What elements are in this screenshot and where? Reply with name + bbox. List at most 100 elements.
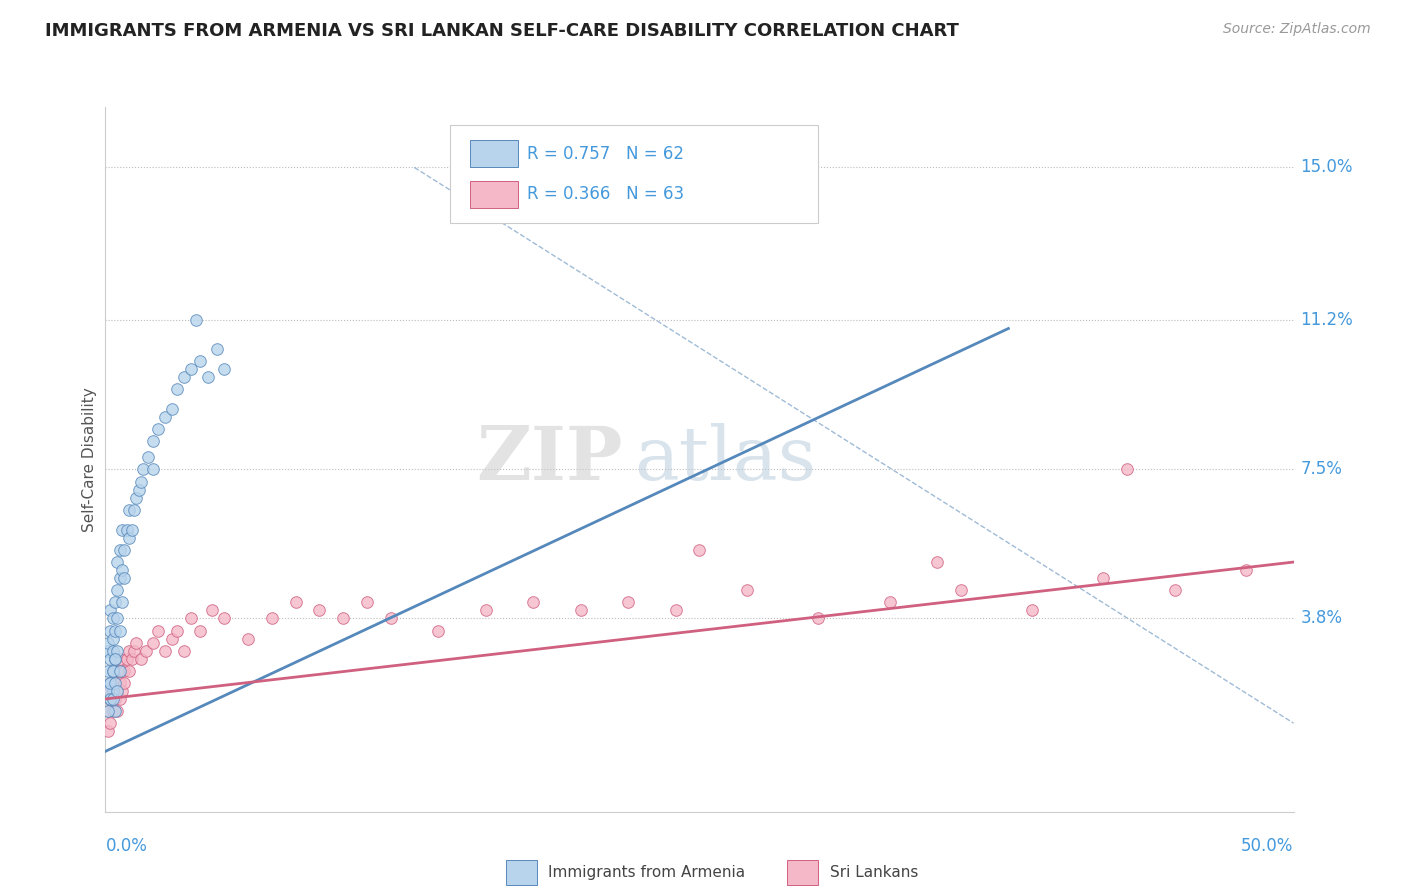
Point [122, 502, 145, 516]
Point [98, 676, 121, 690]
Point [146, 624, 169, 638]
Point [925, 555, 948, 569]
Point [104, 651, 127, 665]
Point [166, 624, 188, 638]
Point [197, 369, 219, 384]
Point [173, 369, 195, 384]
Point [105, 555, 128, 569]
Text: atlas: atlas [634, 423, 817, 496]
FancyBboxPatch shape [470, 181, 517, 208]
Point [214, 611, 236, 625]
Point [105, 643, 128, 657]
Point [111, 523, 134, 537]
Point [184, 313, 207, 327]
Text: 7.5%: 7.5% [1301, 460, 1343, 478]
Point [205, 342, 228, 356]
Point [105, 611, 128, 625]
Point [665, 603, 688, 617]
Point [735, 583, 758, 598]
Point [101, 684, 124, 698]
Point [97, 684, 120, 698]
Point [1021, 603, 1043, 617]
Point [142, 462, 165, 476]
Point [356, 595, 378, 609]
Point [118, 643, 141, 657]
Point [879, 595, 901, 609]
Text: Source: ZipAtlas.com: Source: ZipAtlas.com [1223, 22, 1371, 37]
Point [97, 635, 120, 649]
Point [617, 595, 640, 609]
Point [111, 595, 134, 609]
Point [108, 624, 131, 638]
Point [522, 595, 544, 609]
Point [101, 664, 124, 678]
Point [1092, 571, 1115, 585]
Point [108, 543, 131, 558]
Point [97, 704, 120, 718]
Text: R = 0.757   N = 62: R = 0.757 N = 62 [527, 145, 685, 163]
Point [104, 624, 127, 638]
Point [1234, 563, 1257, 577]
Point [474, 603, 496, 617]
Point [214, 361, 236, 376]
Point [101, 611, 124, 625]
Point [132, 462, 155, 476]
Point [173, 643, 195, 657]
Point [284, 595, 307, 609]
Point [104, 651, 127, 665]
Point [308, 603, 330, 617]
Point [105, 583, 128, 598]
Point [122, 643, 145, 657]
Point [807, 611, 830, 625]
Point [104, 676, 127, 690]
Point [98, 692, 121, 706]
Point [180, 611, 202, 625]
Point [104, 692, 127, 706]
Point [105, 684, 128, 698]
Point [114, 543, 136, 558]
Y-axis label: Self-Care Disability: Self-Care Disability [82, 387, 97, 532]
Point [201, 603, 224, 617]
Point [105, 664, 128, 678]
Point [949, 583, 972, 598]
Point [114, 676, 136, 690]
Point [569, 603, 592, 617]
Point [332, 611, 354, 625]
Point [236, 632, 259, 646]
Point [153, 410, 176, 425]
Point [121, 523, 143, 537]
Point [142, 635, 165, 649]
Point [104, 676, 127, 690]
Point [160, 632, 183, 646]
Point [125, 635, 148, 649]
Point [111, 563, 134, 577]
Text: IMMIGRANTS FROM ARMENIA VS SRI LANKAN SELF-CARE DISABILITY CORRELATION CHART: IMMIGRANTS FROM ARMENIA VS SRI LANKAN SE… [45, 22, 959, 40]
Point [136, 450, 159, 465]
Text: Immigrants from Armenia: Immigrants from Armenia [548, 865, 745, 880]
Point [1164, 583, 1187, 598]
Point [115, 651, 138, 665]
Point [104, 704, 127, 718]
Point [97, 664, 120, 678]
Point [108, 571, 131, 585]
Point [135, 643, 157, 657]
FancyBboxPatch shape [450, 125, 818, 223]
Point [114, 571, 136, 585]
Point [108, 651, 131, 665]
Text: 0.0%: 0.0% [105, 837, 148, 855]
Point [146, 422, 169, 436]
Point [114, 664, 136, 678]
Point [380, 611, 402, 625]
Point [166, 382, 188, 396]
FancyBboxPatch shape [470, 140, 517, 167]
Point [101, 664, 124, 678]
Point [101, 692, 124, 706]
Point [104, 595, 127, 609]
Text: 11.2%: 11.2% [1301, 311, 1354, 329]
Point [108, 676, 131, 690]
Point [98, 603, 121, 617]
Point [190, 353, 212, 368]
Point [101, 643, 124, 657]
Point [108, 664, 131, 678]
Point [98, 624, 121, 638]
